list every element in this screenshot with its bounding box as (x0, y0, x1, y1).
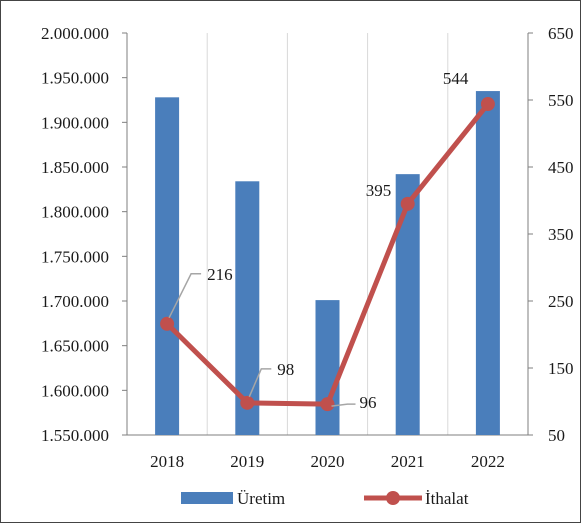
left-tick-label: 1.950.000 (41, 69, 109, 88)
data-label-ithalat: 395 (366, 181, 392, 200)
data-labels: 216 98 96 395 544 (168, 69, 469, 412)
bar-uretim (235, 181, 260, 435)
data-label-leader (168, 273, 202, 319)
left-tick-label: 1.700.000 (41, 292, 109, 311)
left-tick-label: 1.850.000 (41, 158, 109, 177)
legend: Üretim İthalat (181, 489, 469, 508)
right-tick-label: 550 (548, 91, 574, 110)
data-label-ithalat: 544 (443, 69, 469, 88)
axes: 1.550.000 1.600.000 1.650.000 1.700.000 1.75… (41, 24, 574, 471)
bar-uretim (315, 300, 340, 435)
right-tick-label: 250 (548, 292, 574, 311)
data-label-ithalat: 96 (360, 393, 377, 412)
bar-uretim (155, 97, 180, 435)
x-tick-label: 2019 (230, 452, 264, 471)
legend-marker-ithalat (386, 491, 400, 505)
data-label-leader (331, 403, 356, 407)
bar-series (155, 91, 500, 436)
bar-uretim (475, 91, 500, 436)
left-tick-label: 1.800.000 (41, 203, 109, 222)
right-tick-label: 350 (548, 225, 574, 244)
legend-label-uretim: Üretim (237, 489, 285, 508)
left-tick-label: 1.650.000 (41, 337, 109, 356)
point-ithalat (400, 196, 415, 211)
legend-label-ithalat: İthalat (425, 489, 469, 508)
point-ithalat (240, 395, 255, 410)
bar-uretim (395, 174, 420, 435)
point-ithalat (480, 97, 495, 112)
line-series (160, 97, 495, 412)
data-label-leader (248, 368, 272, 398)
left-tick-label: 1.750.000 (41, 247, 109, 266)
right-tick-label: 650 (548, 24, 574, 43)
left-tick-label: 1.550.000 (41, 426, 109, 445)
point-ithalat (160, 316, 175, 331)
right-tick-label: 450 (548, 158, 574, 177)
data-label-ithalat: 216 (207, 265, 233, 284)
left-tick-label: 1.900.000 (41, 113, 109, 132)
x-tick-label: 2020 (311, 452, 345, 471)
point-ithalat (320, 397, 335, 412)
x-tick-label: 2018 (150, 452, 184, 471)
x-tick-label: 2021 (391, 452, 425, 471)
x-tick-label: 2022 (471, 452, 505, 471)
legend-swatch-uretim (181, 492, 233, 504)
left-tick-label: 2.000.000 (41, 24, 109, 43)
right-tick-label: 50 (548, 426, 565, 445)
data-label-ithalat: 98 (277, 360, 294, 379)
right-tick-label: 150 (548, 359, 574, 378)
left-tick-label: 1.600.000 (41, 381, 109, 400)
